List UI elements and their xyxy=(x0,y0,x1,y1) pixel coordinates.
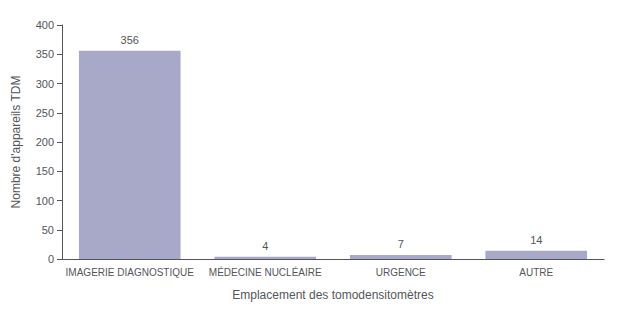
svg-text:Emplacement des tomodensitomèt: Emplacement des tomodensitomètres xyxy=(232,288,433,302)
svg-text:Nombre d'appareils TDM: Nombre d'appareils TDM xyxy=(9,76,23,209)
svg-text:7: 7 xyxy=(398,238,404,250)
svg-text:AUTRE: AUTRE xyxy=(519,267,553,278)
svg-text:356: 356 xyxy=(121,34,139,46)
svg-text:350: 350 xyxy=(36,48,54,60)
svg-text:4: 4 xyxy=(262,240,268,252)
svg-text:300: 300 xyxy=(36,78,54,90)
svg-text:250: 250 xyxy=(36,107,54,119)
svg-text:IMAGERIE DIAGNOSTIQUE: IMAGERIE DIAGNOSTIQUE xyxy=(66,267,195,278)
svg-text:400: 400 xyxy=(36,19,54,31)
svg-text:50: 50 xyxy=(42,224,54,236)
svg-text:MÉDECINE NUCLÉAIRE: MÉDECINE NUCLÉAIRE xyxy=(209,266,322,278)
svg-text:200: 200 xyxy=(36,136,54,148)
svg-text:0: 0 xyxy=(48,253,54,265)
svg-text:100: 100 xyxy=(36,195,54,207)
svg-text:URGENCE: URGENCE xyxy=(376,267,426,278)
svg-text:14: 14 xyxy=(530,234,542,246)
svg-text:150: 150 xyxy=(36,165,54,177)
